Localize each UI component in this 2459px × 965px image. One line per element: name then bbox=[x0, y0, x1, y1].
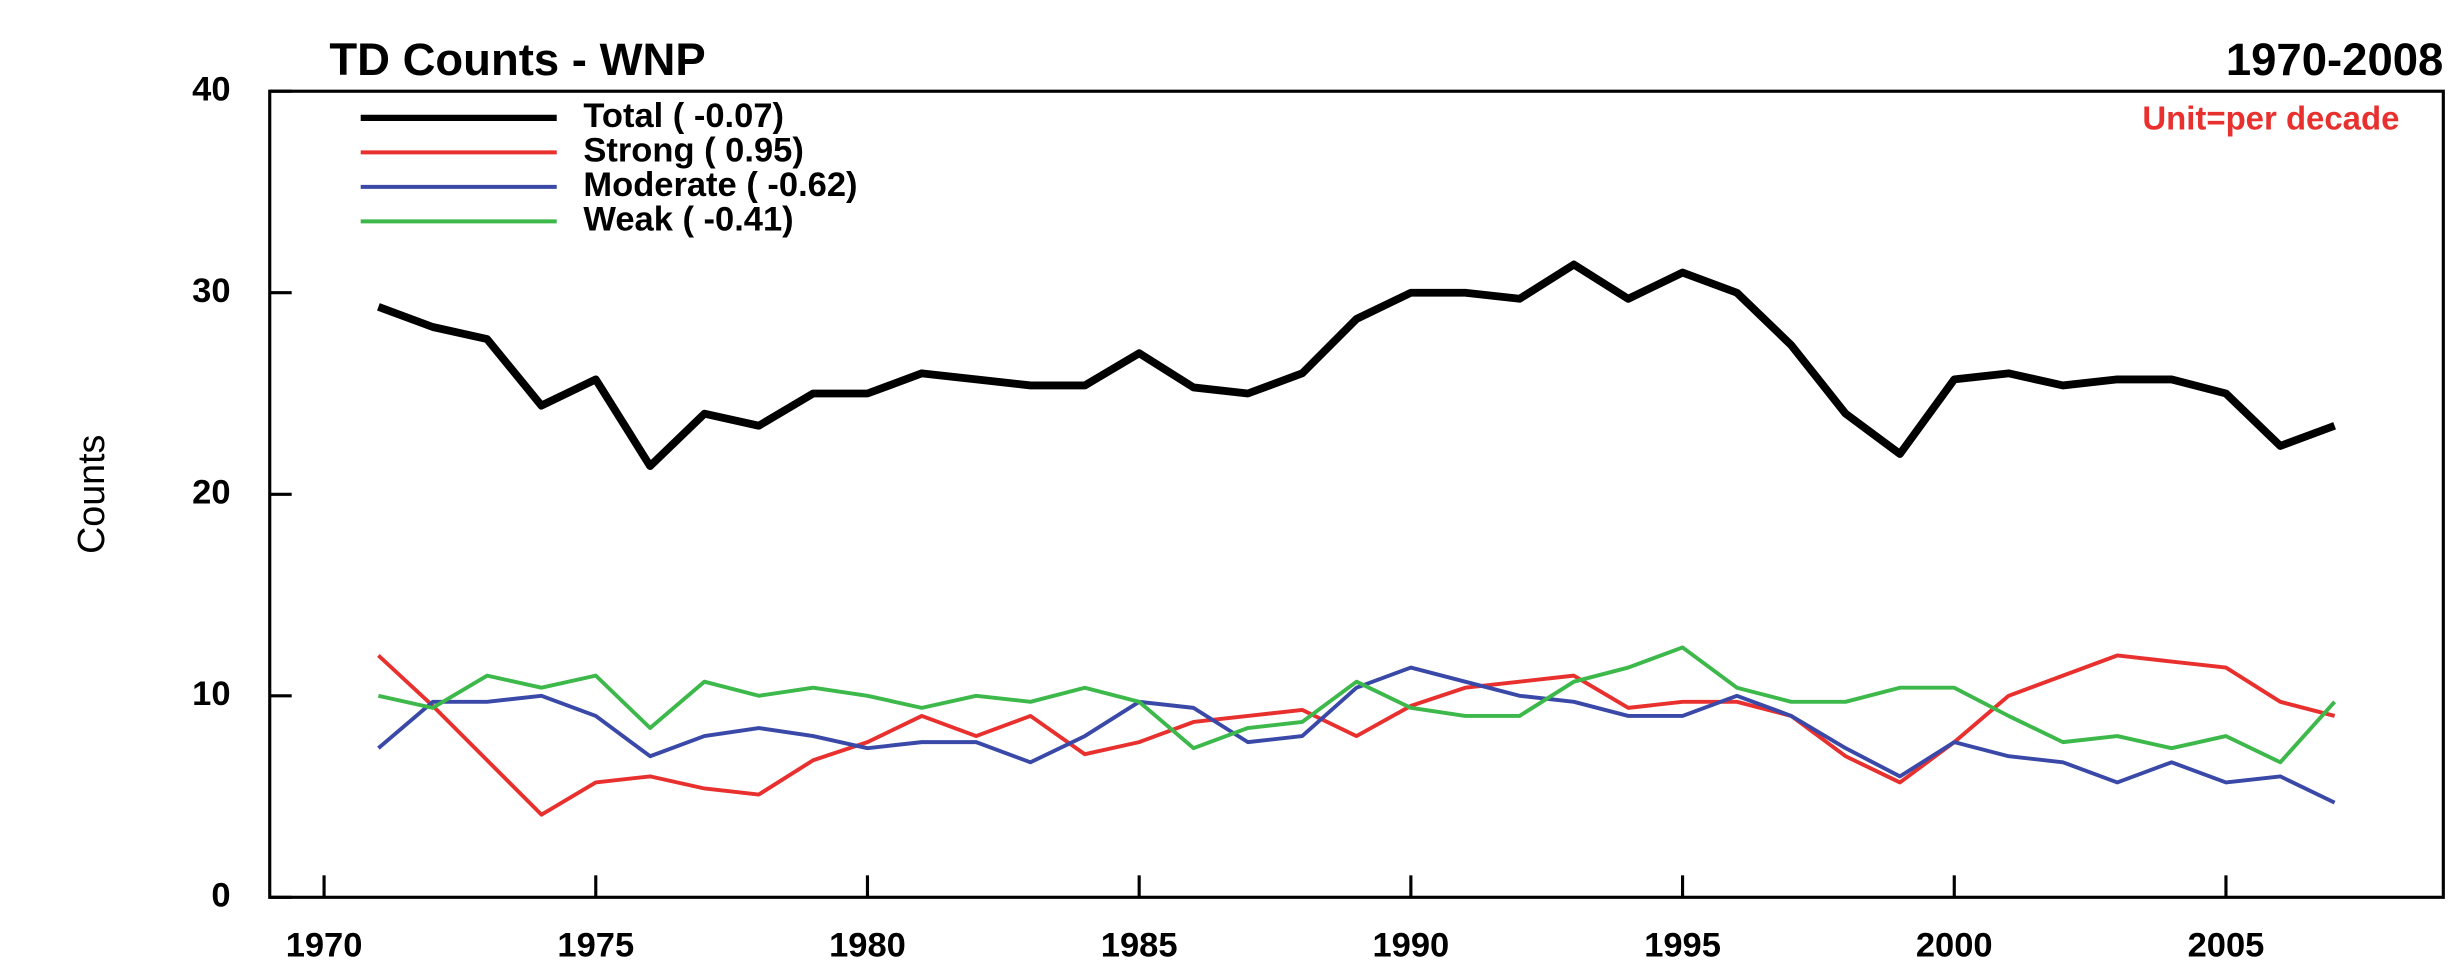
legend-label: Total ( -0.07) bbox=[583, 97, 784, 135]
legend-label: Weak ( -0.41) bbox=[583, 200, 793, 238]
x-tick-label: 1970 bbox=[286, 927, 363, 965]
annotation: Unit=per decade bbox=[2142, 100, 2399, 137]
y-tick-label: 30 bbox=[192, 272, 230, 310]
series-line bbox=[377, 665, 2336, 805]
series-line bbox=[377, 260, 2337, 470]
x-tick-label: 1990 bbox=[1372, 927, 1449, 965]
x-tick-label: 1980 bbox=[829, 927, 906, 965]
x-tick-label: 1975 bbox=[557, 927, 634, 965]
chart-subtitle: 1970-2008 bbox=[2226, 34, 2443, 85]
x-tick-label: 2000 bbox=[1916, 927, 1993, 965]
legend-label: Strong ( 0.95) bbox=[583, 131, 803, 169]
y-axis-label: Counts bbox=[70, 435, 112, 554]
y-tick-label: 0 bbox=[211, 876, 230, 914]
x-tick-label: 1995 bbox=[1644, 927, 1721, 965]
chart-title: TD Counts - WNP bbox=[329, 34, 705, 85]
y-tick-label: 10 bbox=[192, 675, 230, 713]
x-tick-label: 2005 bbox=[2188, 927, 2265, 965]
series-line bbox=[377, 645, 2337, 765]
y-tick-label: 20 bbox=[192, 473, 230, 511]
y-tick-label: 40 bbox=[192, 70, 230, 108]
legend-label: Moderate ( -0.62) bbox=[583, 166, 857, 204]
series-line bbox=[377, 653, 2336, 817]
x-tick-label: 1985 bbox=[1101, 927, 1178, 965]
